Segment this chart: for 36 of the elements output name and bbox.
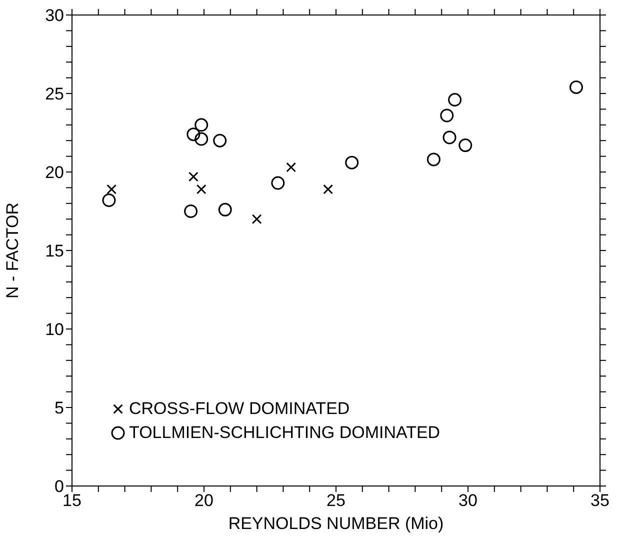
y-tick-label: 30 [45, 6, 64, 26]
point [323, 184, 334, 194]
y-tick-label: 25 [45, 84, 64, 104]
point [196, 184, 206, 194]
point [188, 172, 198, 182]
point [218, 202, 232, 216]
point [186, 128, 200, 142]
point [458, 138, 472, 152]
y-tick-label: 5 [54, 398, 64, 418]
point [442, 130, 456, 144]
point [345, 156, 359, 170]
x-tick-label: 30 [458, 491, 478, 510]
point [213, 134, 227, 148]
point [426, 152, 440, 166]
point [286, 162, 296, 172]
x-axis-title: REYNOLDS NUMBER (Mio) [228, 514, 444, 533]
x-tick-label: 20 [194, 491, 214, 510]
point [271, 176, 285, 190]
x-tick-label: 25 [326, 491, 346, 510]
y-tick-label: 15 [45, 242, 64, 261]
legend-label: CROSS-FLOW DOMINATED [129, 398, 350, 420]
y-tick-label: 10 [45, 320, 64, 340]
point [102, 194, 116, 208]
point [448, 93, 462, 107]
point [440, 108, 454, 122]
y-tick-label: 20 [45, 163, 64, 182]
point [194, 132, 208, 146]
point [184, 204, 198, 218]
point [252, 214, 262, 224]
y-tick-label: 0 [54, 477, 64, 496]
legend-label: TOLLMIEN-SCHLICHTING DOMINATED [129, 422, 440, 444]
point [194, 118, 208, 132]
x-tick-label: 35 [590, 491, 610, 510]
point [569, 80, 583, 94]
y-axis-title: N - FACTOR [3, 202, 22, 299]
point [106, 184, 117, 194]
